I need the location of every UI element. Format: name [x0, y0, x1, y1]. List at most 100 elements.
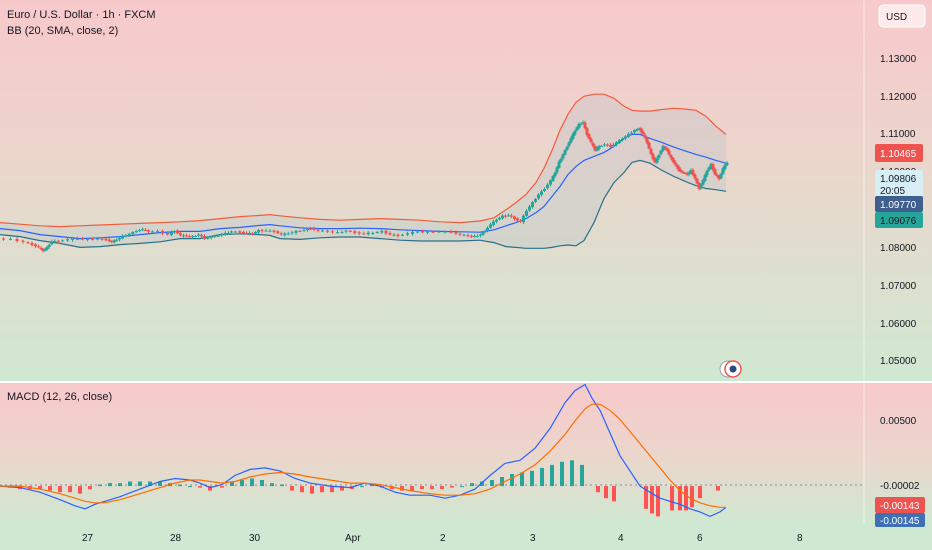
candle-body	[47, 244, 51, 247]
candle-body	[476, 236, 479, 238]
candle-body	[687, 172, 691, 175]
candle-body	[233, 231, 237, 233]
candle-body	[26, 242, 30, 244]
candle-body	[583, 122, 587, 129]
candle-body	[565, 146, 569, 150]
candle-body	[606, 144, 609, 146]
candle-body	[283, 233, 287, 236]
candle-body	[507, 215, 510, 217]
candle-body	[691, 170, 695, 175]
macd-histogram-bar	[270, 483, 274, 487]
symbol-title[interactable]: Euro / U.S. Dollar · 1h · FXCM	[7, 9, 156, 21]
candle-body	[630, 132, 633, 134]
candle-body	[96, 238, 99, 240]
candle-body	[575, 127, 579, 131]
currency-button[interactable]: USD	[878, 4, 926, 28]
last-price-tag-bg	[875, 144, 923, 162]
candle-body	[76, 238, 79, 240]
candle-body	[528, 206, 531, 211]
macd-histogram-bar	[320, 486, 324, 493]
bb-basis-tag: 1.09770	[880, 200, 917, 211]
events-icon[interactable]	[719, 360, 742, 378]
macd-axis[interactable]: 0.00500 -0.00002 -0.00143 -0.00145	[875, 416, 925, 527]
candle-body	[86, 238, 89, 240]
price-tick-1.13000: 1.13000	[880, 54, 917, 65]
candle-body	[673, 161, 677, 165]
candle-body	[396, 234, 400, 236]
candle-body	[473, 236, 476, 238]
candle-body	[326, 230, 329, 232]
candle-body	[151, 231, 154, 233]
currency-button-label[interactable]: USD	[886, 12, 907, 23]
candle-body	[39, 247, 43, 249]
candle-body	[124, 235, 128, 237]
candle-body	[635, 129, 639, 131]
candle-body	[695, 178, 699, 184]
candle-body	[697, 183, 701, 189]
candle-body	[254, 232, 257, 234]
candle-body	[15, 238, 19, 242]
candle-body	[612, 144, 615, 147]
candle-body	[357, 232, 361, 234]
macd-histogram-bar	[596, 486, 600, 493]
macd-histogram-bar	[550, 464, 554, 487]
macd-histogram-bar	[280, 484, 284, 487]
macd-histogram-bar	[360, 486, 364, 488]
currency-button-bg[interactable]	[878, 4, 926, 28]
macd-histogram-bar	[290, 486, 294, 491]
macd-value-tag-bg	[875, 513, 925, 527]
macd-histogram-bar	[420, 486, 424, 490]
candle-body	[353, 231, 357, 234]
candle-body	[286, 233, 290, 235]
macd-indicator-label[interactable]: MACD (12, 26, close)	[7, 391, 112, 403]
price-tags: 1.10465 1.09806 20:05 1.09770 1.09076	[875, 144, 923, 228]
macd-histogram-bar	[98, 484, 102, 487]
candle-body	[91, 238, 94, 240]
candle-body	[21, 240, 25, 242]
price-tick-1.11000: 1.11000	[880, 129, 916, 140]
time-tick-27: 27	[82, 533, 94, 544]
candle-body	[454, 232, 458, 234]
candle-body	[37, 246, 40, 248]
macd-histogram-bar	[260, 480, 264, 487]
candle-body	[600, 145, 603, 147]
candle-body	[615, 142, 618, 145]
candle-body	[689, 170, 693, 173]
macd-histogram-bar	[58, 486, 62, 493]
countdown-tag: 20:05	[880, 186, 905, 197]
candle-body	[43, 249, 47, 251]
candle-body	[147, 230, 150, 232]
candle-body	[166, 233, 169, 235]
candle-body	[649, 148, 653, 154]
macd-histogram-bar	[690, 486, 694, 508]
candle-body	[306, 229, 309, 231]
candle-body	[238, 231, 242, 233]
price-tick-1.12000: 1.12000	[880, 92, 917, 103]
candle-body	[585, 127, 589, 135]
candle-body	[264, 230, 268, 232]
macd-histogram-bar	[530, 470, 534, 487]
candle-body	[230, 231, 233, 233]
macd-histogram-bar	[540, 467, 544, 487]
candle-body	[571, 133, 575, 139]
macd-histogram-bar	[410, 486, 414, 491]
candle-body	[50, 241, 54, 245]
candle-body	[268, 230, 272, 232]
candle-body	[481, 232, 485, 235]
candle-body	[421, 231, 424, 233]
candle-body	[227, 232, 230, 234]
time-axis[interactable]: 27 28 30 Apr 2 3 4 6 8	[82, 533, 803, 544]
bb-indicator-label[interactable]: BB (20, SMA, close, 2)	[7, 25, 118, 37]
candle-body	[510, 215, 513, 217]
price-pane-background	[0, 0, 932, 381]
time-tick-2: 2	[440, 533, 446, 544]
bollinger-bands	[0, 93, 727, 249]
candle-body	[492, 221, 495, 226]
price-tick-1.08000: 1.08000	[880, 243, 917, 254]
candle-body	[653, 158, 657, 163]
candle-body	[657, 154, 661, 158]
candle-body	[723, 165, 727, 169]
candle-body	[717, 176, 721, 179]
candle-body	[675, 164, 679, 168]
